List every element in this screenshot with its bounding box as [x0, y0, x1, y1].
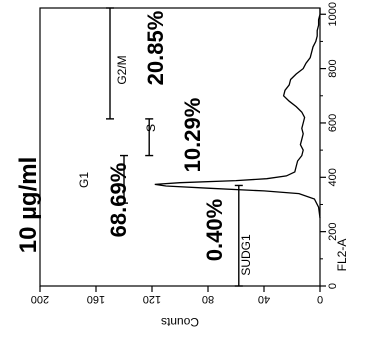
histogram-plot: 0 200 400 600 800 1000 0 40 80 120 160 200 SUDG1 0.… [31, 2, 339, 305]
gate-percent: 20.85% [143, 11, 168, 86]
x-tick-label: 400 [327, 168, 339, 186]
y-axis: 0 40 80 120 160 200 [31, 286, 323, 305]
gate-percent: 0.40% [202, 199, 227, 261]
gate-percent: 68.69% [106, 163, 131, 238]
y-tick-label: 0 [317, 293, 323, 305]
x-tick-label: 0 [327, 283, 339, 289]
x-tick-label: 600 [327, 114, 339, 132]
gate-name: G1 [77, 172, 91, 188]
gate-name: G2/M [115, 55, 129, 84]
y-tick-label: 160 [87, 293, 105, 305]
gate-percent: 10.29% [180, 98, 205, 173]
dose-label: 10 µg/ml [15, 157, 42, 254]
x-tick-label: 1000 [327, 2, 339, 26]
x-tick-label: 800 [327, 59, 339, 77]
y-axis-label: Counts [161, 315, 199, 329]
gate-name: S [144, 124, 158, 132]
y-tick-label: 40 [258, 293, 270, 305]
y-tick-label: 200 [31, 293, 49, 305]
y-tick-label: 80 [202, 293, 214, 305]
x-tick-label: 200 [327, 222, 339, 240]
x-axis-label: FL2-A [335, 239, 349, 272]
gate-name: SUDG1 [239, 234, 253, 276]
y-tick-label: 120 [143, 293, 161, 305]
gate-markers: SUDG1 0.40% G1 68.69% S 10.29% G2/M 20.85% [77, 7, 253, 287]
x-axis: 0 200 400 600 800 1000 [320, 2, 339, 289]
plot-frame [39, 7, 321, 287]
histogram-line [154, 8, 321, 219]
